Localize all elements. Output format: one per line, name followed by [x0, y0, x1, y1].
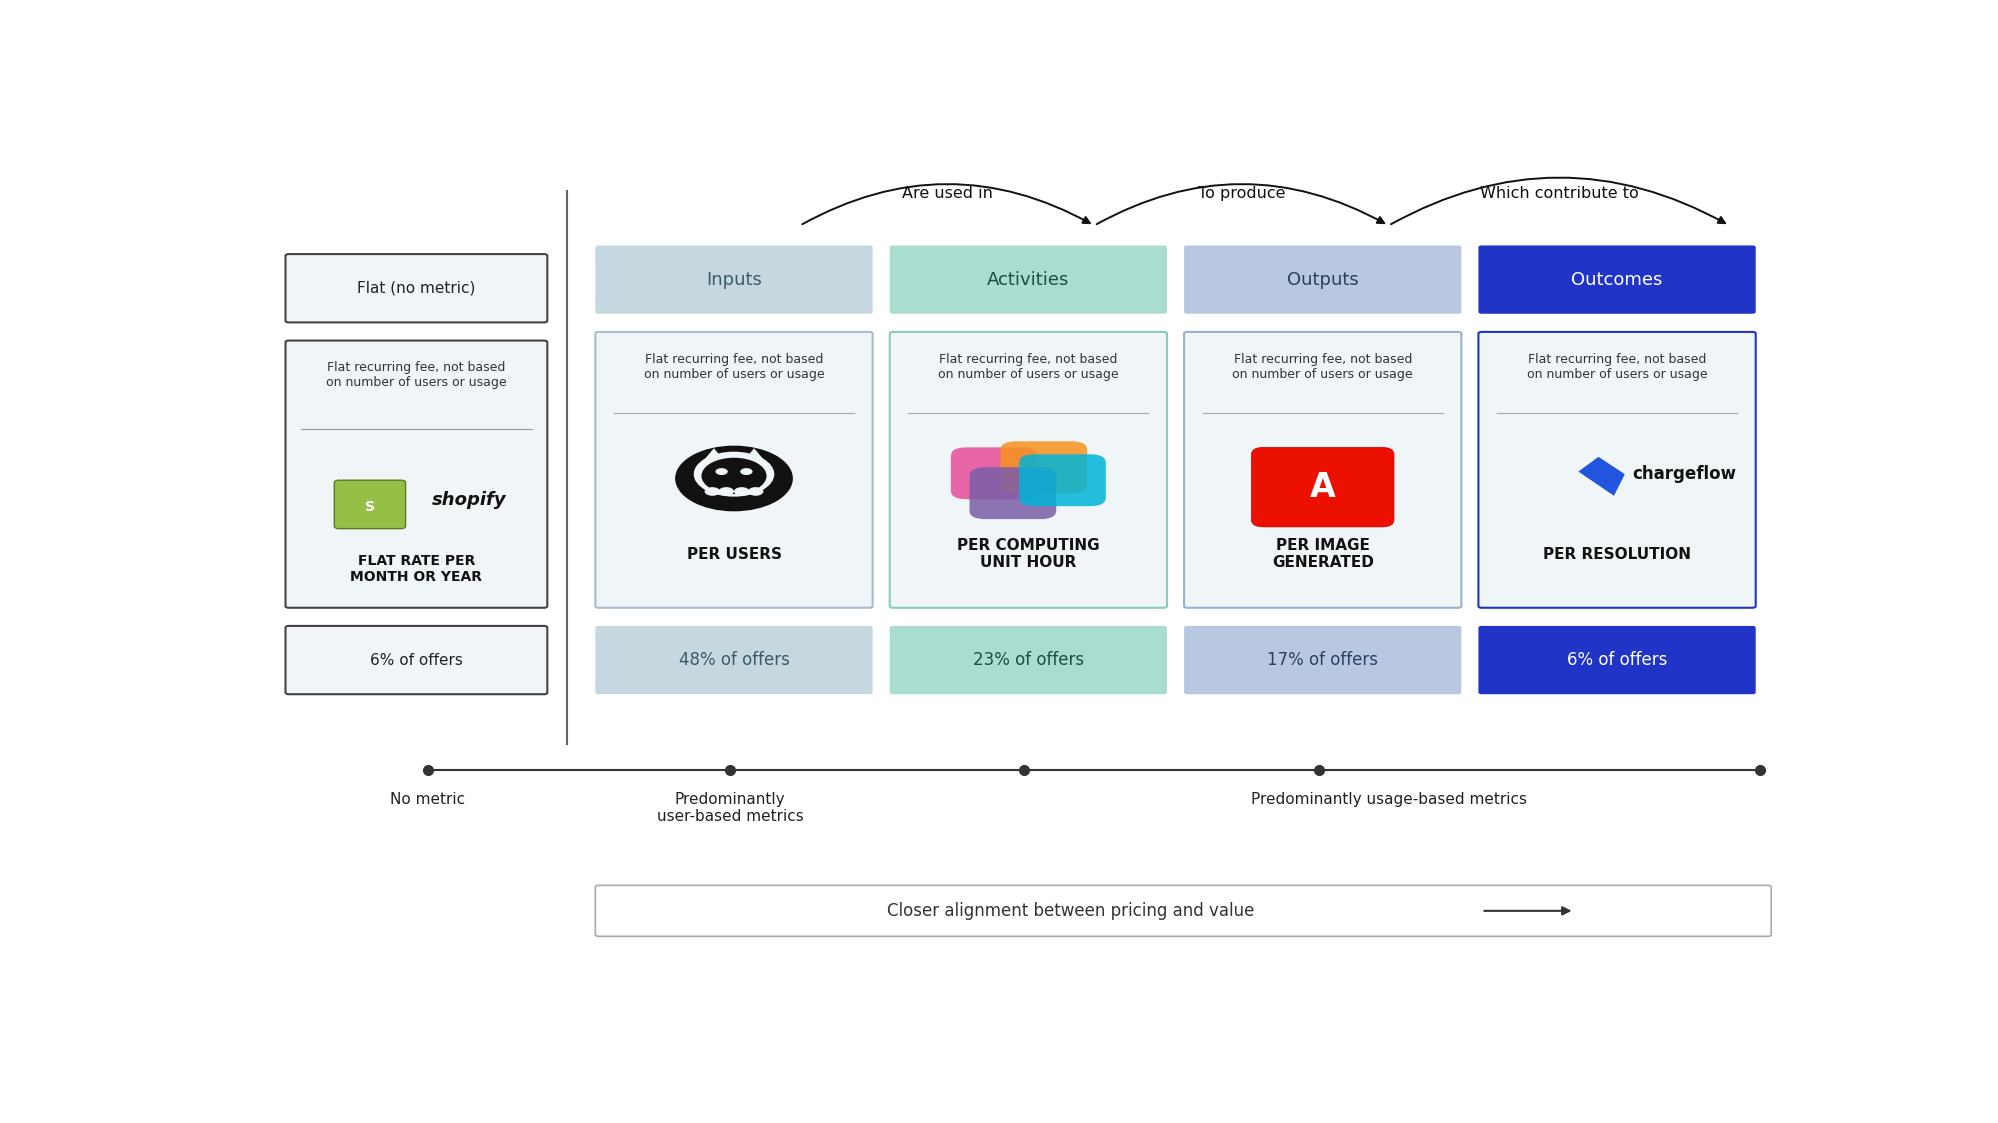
FancyBboxPatch shape	[595, 332, 873, 608]
FancyBboxPatch shape	[1479, 246, 1754, 313]
Text: Flat (no metric): Flat (no metric)	[358, 281, 476, 295]
Circle shape	[701, 458, 765, 494]
FancyBboxPatch shape	[1183, 332, 1461, 608]
Circle shape	[703, 487, 719, 495]
Text: Outputs: Outputs	[1287, 271, 1359, 289]
Text: Flat recurring fee, not based
on number of users or usage: Flat recurring fee, not based on number …	[937, 353, 1119, 381]
Text: Activities: Activities	[987, 271, 1069, 289]
Circle shape	[739, 468, 751, 475]
FancyBboxPatch shape	[1183, 246, 1461, 313]
FancyBboxPatch shape	[1479, 332, 1754, 608]
Text: PER COMPUTING
UNIT HOUR: PER COMPUTING UNIT HOUR	[957, 538, 1099, 570]
Circle shape	[693, 451, 773, 496]
Text: 23% of offers: 23% of offers	[973, 651, 1083, 669]
Text: Flat recurring fee, not based
on number of users or usage: Flat recurring fee, not based on number …	[1526, 353, 1706, 381]
FancyBboxPatch shape	[286, 254, 547, 322]
FancyBboxPatch shape	[334, 481, 406, 529]
FancyBboxPatch shape	[999, 441, 1087, 493]
FancyBboxPatch shape	[286, 626, 547, 694]
Text: 6% of offers: 6% of offers	[1566, 651, 1666, 669]
FancyBboxPatch shape	[1183, 626, 1461, 694]
Text: Which contribute to: Which contribute to	[1479, 186, 1638, 201]
Text: Predominantly usage-based metrics: Predominantly usage-based metrics	[1251, 792, 1526, 807]
Text: S: S	[366, 500, 376, 514]
Text: Predominantly
user-based metrics: Predominantly user-based metrics	[657, 792, 803, 824]
FancyBboxPatch shape	[1251, 447, 1393, 527]
Text: Flat recurring fee, not based
on number of users or usage: Flat recurring fee, not based on number …	[326, 362, 505, 390]
Text: 48% of offers: 48% of offers	[677, 651, 789, 669]
FancyBboxPatch shape	[951, 447, 1037, 500]
FancyBboxPatch shape	[595, 626, 873, 694]
Polygon shape	[703, 448, 725, 462]
Polygon shape	[743, 448, 765, 462]
Text: Outcomes: Outcomes	[1570, 271, 1662, 289]
Text: No metric: No metric	[390, 792, 466, 807]
FancyBboxPatch shape	[969, 467, 1055, 519]
Circle shape	[733, 487, 749, 495]
FancyBboxPatch shape	[595, 246, 873, 313]
Text: Flat recurring fee, not based
on number of users or usage: Flat recurring fee, not based on number …	[1233, 353, 1413, 381]
Circle shape	[717, 487, 733, 495]
Text: Are used in: Are used in	[901, 186, 991, 201]
Text: Inputs: Inputs	[705, 271, 761, 289]
Text: PER IMAGE
GENERATED: PER IMAGE GENERATED	[1271, 538, 1373, 570]
Text: Closer alignment between pricing and value: Closer alignment between pricing and val…	[887, 902, 1255, 920]
Text: FLAT RATE PER
MONTH OR YEAR: FLAT RATE PER MONTH OR YEAR	[350, 555, 482, 584]
Polygon shape	[1578, 457, 1624, 495]
FancyBboxPatch shape	[889, 626, 1167, 694]
Text: chargeflow: chargeflow	[1632, 465, 1736, 483]
FancyBboxPatch shape	[595, 885, 1770, 937]
FancyBboxPatch shape	[1019, 455, 1105, 506]
Text: To produce: To produce	[1197, 186, 1285, 201]
FancyBboxPatch shape	[889, 332, 1167, 608]
Text: 17% of offers: 17% of offers	[1267, 651, 1377, 669]
FancyBboxPatch shape	[286, 340, 547, 608]
Text: 6% of offers: 6% of offers	[370, 652, 464, 667]
Text: Flat recurring fee, not based
on number of users or usage: Flat recurring fee, not based on number …	[643, 353, 823, 381]
Text: PER USERS: PER USERS	[685, 547, 781, 562]
Text: A: A	[1309, 471, 1335, 503]
FancyBboxPatch shape	[1479, 626, 1754, 694]
Text: shopify: shopify	[432, 491, 505, 509]
Text: PER RESOLUTION: PER RESOLUTION	[1542, 547, 1690, 562]
Circle shape	[715, 468, 727, 475]
FancyBboxPatch shape	[889, 246, 1167, 313]
Circle shape	[675, 446, 793, 511]
Circle shape	[747, 487, 763, 495]
